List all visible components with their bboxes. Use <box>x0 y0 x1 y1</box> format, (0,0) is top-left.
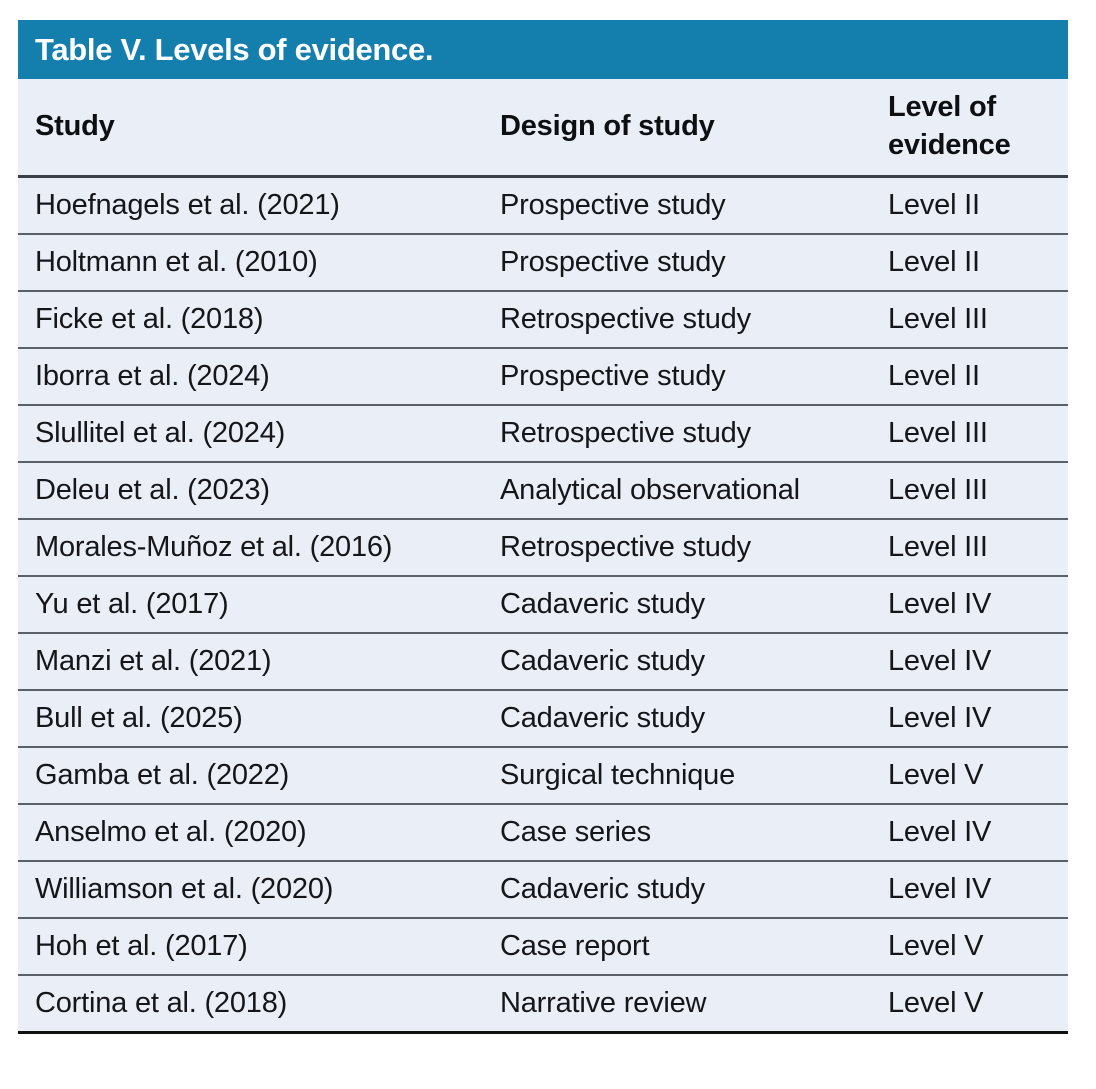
cell-study: Anselmo et al. (2020) <box>18 803 500 861</box>
column-header-level-of-evidence: Level of evidence <box>888 79 1068 178</box>
table-row: Slullitel et al. (2024) Retrospective stu… <box>18 404 1068 462</box>
table-row: Hoefnagels et al. (2021) Prospective stud… <box>18 177 1068 235</box>
column-header-design-of-study: Design of study <box>500 79 888 178</box>
cell-level-of-evidence: Level IV <box>888 860 1068 918</box>
cell-level-of-evidence: Level II <box>888 233 1068 291</box>
evidence-table-figure: Table V. Levels of evidence. Study Desig… <box>18 20 1068 1034</box>
cell-design-of-study: Cadaveric study <box>500 689 888 747</box>
table-row: Bull et al. (2025) Cadaveric study Level I… <box>18 689 1068 747</box>
cell-design-of-study: Case report <box>500 917 888 975</box>
cell-level-of-evidence: Level III <box>888 461 1068 519</box>
cell-study: Deleu et al. (2023) <box>18 461 500 519</box>
cell-study: Gamba et al. (2022) <box>18 746 500 804</box>
cell-design-of-study: Case series <box>500 803 888 861</box>
cell-design-of-study: Cadaveric study <box>500 860 888 918</box>
table-row: Iborra et al. (2024) Prospective study Lev… <box>18 347 1068 405</box>
table-body: Hoefnagels et al. (2021) Prospective stud… <box>18 177 1068 1033</box>
cell-study: Hoefnagels et al. (2021) <box>35 189 340 221</box>
cell-level-of-evidence: Level V <box>888 974 1068 1033</box>
cell-level-of-evidence: Level IV <box>888 632 1068 690</box>
cell-level-of-evidence: Level IV <box>888 575 1068 633</box>
column-header-study: Study <box>18 79 500 178</box>
table-title-bar: Table V. Levels of evidence. <box>18 20 1068 79</box>
cell-study: Ficke et al. (2018) <box>18 290 500 348</box>
cell-study: Cortina et al. (2018) <box>18 974 500 1033</box>
cell-design-of-study: Retrospective study <box>500 404 888 462</box>
table-row: Manzi et al. (2021) Cadaveric study Level … <box>18 632 1068 690</box>
table-row: Ficke et al. (2018) Retrospective study Le… <box>18 290 1068 348</box>
cell-design-of-study: Cadaveric study <box>500 575 888 633</box>
cell-study: Holtmann et al. (2010) <box>18 233 500 291</box>
cell-level-of-evidence: Level V <box>888 746 1068 804</box>
cell-level-of-evidence: Level III <box>888 404 1068 462</box>
table-row: Hoh et al. (2017) Case report Level V <box>18 917 1068 975</box>
cell-level-of-evidence: Level II <box>888 189 980 221</box>
cell-level-of-evidence: Level III <box>888 290 1068 348</box>
table-title: Table V. Levels of evidence. <box>35 31 434 67</box>
table-row: Anselmo et al. (2020) Case series Level IV <box>18 803 1068 861</box>
cell-level-of-evidence: Level IV <box>888 689 1068 747</box>
cell-study: Williamson et al. (2020) <box>18 860 500 918</box>
cell-design-of-study: Surgical technique <box>500 746 888 804</box>
table-row: Holtmann et al. (2010) Prospective study L… <box>18 233 1068 291</box>
cell-design-of-study: Prospective study <box>500 189 726 221</box>
cell-study: Iborra et al. (2024) <box>18 347 500 405</box>
cell-design-of-study: Analytical observational <box>500 461 888 519</box>
cell-study: Morales-Muñoz et al. (2016) <box>18 518 500 576</box>
cell-study: Bull et al. (2025) <box>18 689 500 747</box>
levels-of-evidence-table: Study Design of study Level of evidence … <box>18 79 1068 1034</box>
table-row: Cortina et al. (2018) Narrative review Lev… <box>18 974 1068 1033</box>
table-row: Williamson et al. (2020) Cadaveric study L… <box>18 860 1068 918</box>
table-row: Yu et al. (2017) Cadaveric study Level IV <box>18 575 1068 633</box>
table-row: Deleu et al. (2023) Analytical observatio… <box>18 461 1068 519</box>
table-row: Gamba et al. (2022) Surgical technique Lev… <box>18 746 1068 804</box>
cell-level-of-evidence: Level III <box>888 518 1068 576</box>
cell-design-of-study: Cadaveric study <box>500 632 888 690</box>
cell-study: Hoh et al. (2017) <box>18 917 500 975</box>
cell-level-of-evidence: Level IV <box>888 803 1068 861</box>
cell-design-of-study: Retrospective study <box>500 290 888 348</box>
cell-design-of-study: Retrospective study <box>500 518 888 576</box>
cell-design-of-study: Narrative review <box>500 974 888 1033</box>
cell-level-of-evidence: Level V <box>888 917 1068 975</box>
table-header-row: Study Design of study Level of evidence <box>18 79 1068 178</box>
cell-design-of-study: Prospective study <box>500 233 888 291</box>
cell-design-of-study: Prospective study <box>500 347 888 405</box>
cell-level-of-evidence: Level II <box>888 347 1068 405</box>
cell-study: Manzi et al. (2021) <box>18 632 500 690</box>
cell-study: Slullitel et al. (2024) <box>18 404 500 462</box>
table-row: Morales-Muñoz et al. (2016) Retrospective… <box>18 518 1068 576</box>
cell-study: Yu et al. (2017) <box>18 575 500 633</box>
